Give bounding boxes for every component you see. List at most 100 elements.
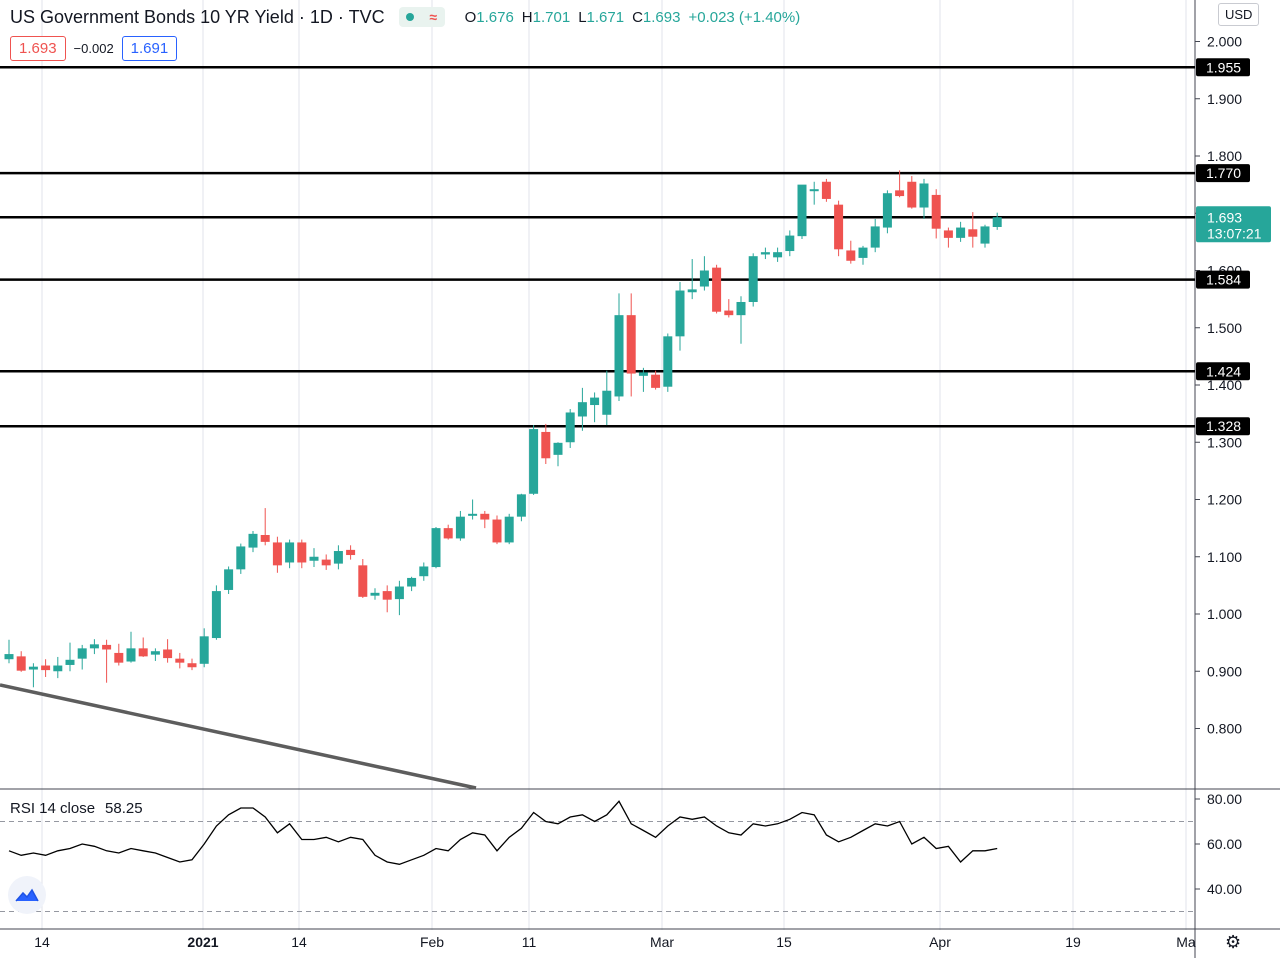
candle-body <box>809 189 819 192</box>
y-tick-label: 1.300 <box>1207 434 1242 450</box>
chart-legend: US Government Bonds 10 YR Yield · 1D · T… <box>10 5 800 29</box>
x-tick-label: Apr <box>929 934 951 950</box>
candle-body <box>821 181 831 199</box>
candle-body <box>382 591 392 600</box>
x-tick-label: 11 <box>522 934 537 950</box>
candle-body <box>455 516 465 539</box>
candle-body <box>65 659 75 665</box>
candle-body <box>919 183 929 208</box>
candle-body <box>102 644 112 650</box>
candle-body <box>626 315 636 374</box>
last-price-label <box>1196 206 1271 243</box>
y-tick-label: 1.900 <box>1207 91 1242 107</box>
symbol-title[interactable]: US Government Bonds 10 YR Yield · 1D · T… <box>10 6 385 27</box>
candle-body <box>28 666 38 670</box>
visibility-toggle[interactable]: ≈ <box>398 7 445 27</box>
candle-body <box>187 663 197 668</box>
candle-body <box>370 592 380 596</box>
candle-body <box>443 528 453 539</box>
spread-value: −0.002 <box>73 41 114 56</box>
y-tick-label: 1.000 <box>1207 606 1242 622</box>
candle-body <box>858 247 868 258</box>
level-price-text: 1.424 <box>1206 363 1241 379</box>
buy-price-button[interactable]: 1.691 <box>121 36 178 61</box>
candle-body <box>895 190 905 197</box>
x-tick-label: 2021 <box>187 934 218 950</box>
candle-body <box>150 651 160 655</box>
level-price-label <box>1196 362 1250 381</box>
sell-price-button[interactable]: 1.693 <box>10 36 66 61</box>
level-price-label <box>1196 417 1250 436</box>
y-tick-label: 1.200 <box>1207 492 1242 508</box>
y-tick-label: 1.100 <box>1207 549 1242 565</box>
trade-prices: 1.693 −0.002 1.691 <box>10 36 178 61</box>
candle-body <box>114 652 124 663</box>
currency-button[interactable]: USD <box>1218 3 1260 26</box>
candle-body <box>712 267 722 312</box>
countdown-text: 13:07:21 <box>1207 225 1262 241</box>
candle-body <box>419 566 429 577</box>
candle-body <box>529 429 539 494</box>
x-tick-label: 19 <box>1065 934 1081 950</box>
ohlc-values: O1.676 H1.701 L1.671 C1.693 +0.023 (+1.4… <box>464 8 801 26</box>
rsi-y-tick-label: 60.00 <box>1207 836 1242 852</box>
x-tick-label: 15 <box>776 934 792 950</box>
rsi-title[interactable]: RSI 14 close <box>10 800 96 817</box>
candle-body <box>346 549 356 556</box>
candle-body <box>797 184 807 237</box>
candle-body <box>541 431 551 459</box>
rsi-value: 58.25 <box>105 800 143 817</box>
candle-body <box>968 229 978 237</box>
x-tick-label: Mar <box>650 934 674 950</box>
rsi-y-tick-label: 80.00 <box>1207 791 1242 807</box>
candle-body <box>309 556 319 561</box>
candle-body <box>77 648 87 659</box>
candle-body <box>675 290 685 337</box>
candle-body <box>651 374 661 388</box>
candle-body <box>956 227 966 238</box>
candle-body <box>553 442 563 455</box>
level-price-label <box>1196 58 1250 77</box>
candle-body <box>736 301 746 316</box>
x-tick-label: 14 <box>34 934 50 950</box>
rsi-y-tick-label: 40.00 <box>1207 881 1242 897</box>
level-price-text: 1.328 <box>1206 418 1241 434</box>
candle-body <box>260 534 270 542</box>
y-tick-label: 2.000 <box>1207 34 1242 50</box>
eye-icon <box>406 13 415 21</box>
tradingview-logo-icon[interactable] <box>8 876 46 914</box>
candle-body <box>773 252 783 258</box>
candle-body <box>931 194 941 229</box>
candle-body <box>272 542 282 566</box>
candle-body <box>236 546 246 570</box>
candle-body <box>41 665 51 671</box>
y-tick-label: 1.400 <box>1207 377 1242 393</box>
candle-body <box>834 204 844 250</box>
gear-icon[interactable]: ⚙ <box>1225 932 1242 952</box>
candle-body <box>614 315 624 397</box>
level-price-label <box>1196 164 1250 183</box>
candle-body <box>565 412 575 443</box>
x-tick-label: Ma <box>1176 934 1196 950</box>
level-price-text: 1.955 <box>1206 59 1241 75</box>
candle-body <box>163 649 173 659</box>
candle-body <box>687 289 697 293</box>
candle-body <box>138 648 148 657</box>
candle-body <box>943 230 953 238</box>
y-tick-label: 0.900 <box>1207 663 1242 679</box>
last-price-text: 1.693 <box>1207 209 1242 225</box>
candle-body <box>53 665 63 672</box>
rsi-legend: RSI 14 close 58.25 <box>10 800 143 817</box>
candle-body <box>907 181 917 208</box>
candle-body <box>760 252 770 255</box>
y-tick-label: 1.500 <box>1207 320 1242 336</box>
candle-body <box>516 494 526 517</box>
level-price-text: 1.584 <box>1206 272 1241 288</box>
candle-body <box>126 648 136 662</box>
candle-body <box>992 217 1002 227</box>
candle-body <box>980 226 990 244</box>
candle-body <box>4 654 14 660</box>
candle-body <box>224 569 234 590</box>
candle-body <box>333 551 343 564</box>
